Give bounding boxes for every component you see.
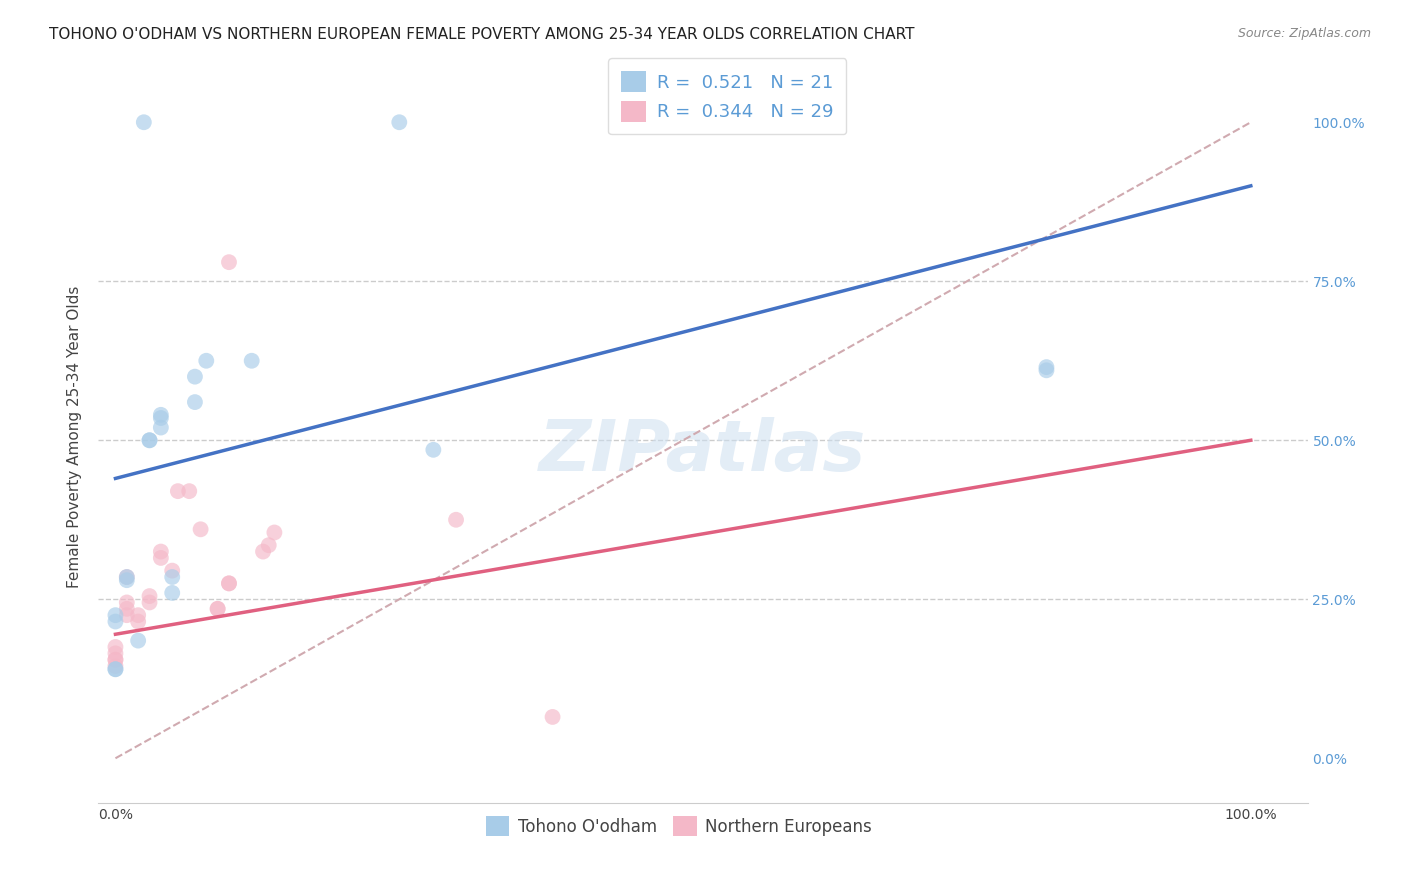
Point — [138, 589, 160, 603]
Point — [160, 586, 183, 600]
Point — [104, 653, 127, 667]
Point — [104, 608, 127, 623]
Point — [240, 353, 263, 368]
Point — [252, 544, 274, 558]
Point — [160, 570, 183, 584]
Point — [167, 484, 190, 499]
Point — [184, 369, 207, 384]
Point — [149, 550, 172, 565]
Point — [207, 602, 229, 616]
Legend: Tohono O'odham, Northern Europeans: Tohono O'odham, Northern Europeans — [475, 806, 882, 846]
Point — [149, 411, 172, 425]
Point — [104, 662, 127, 676]
Point — [132, 115, 155, 129]
Point — [388, 115, 411, 129]
Point — [218, 255, 240, 269]
Point — [127, 608, 149, 623]
Point — [195, 353, 218, 368]
Point — [104, 659, 127, 673]
Y-axis label: Female Poverty Among 25-34 Year Olds: Female Poverty Among 25-34 Year Olds — [67, 286, 83, 588]
Point — [104, 653, 127, 667]
Text: Source: ZipAtlas.com: Source: ZipAtlas.com — [1237, 27, 1371, 40]
Point — [138, 595, 160, 609]
Point — [257, 538, 280, 552]
Point — [127, 633, 149, 648]
Point — [115, 602, 138, 616]
Point — [190, 522, 212, 536]
Point — [422, 442, 444, 457]
Point — [263, 525, 285, 540]
Text: ZIPatlas: ZIPatlas — [540, 417, 866, 486]
Point — [138, 434, 160, 448]
Point — [207, 602, 229, 616]
Point — [160, 564, 183, 578]
Point — [1035, 363, 1057, 377]
Point — [115, 595, 138, 609]
Point — [115, 570, 138, 584]
Point — [138, 434, 160, 448]
Point — [104, 640, 127, 654]
Point — [115, 570, 138, 584]
Point — [1035, 360, 1057, 375]
Point — [444, 513, 467, 527]
Point — [218, 576, 240, 591]
Text: TOHONO O'ODHAM VS NORTHERN EUROPEAN FEMALE POVERTY AMONG 25-34 YEAR OLDS CORRELA: TOHONO O'ODHAM VS NORTHERN EUROPEAN FEMA… — [49, 27, 915, 42]
Point — [179, 484, 201, 499]
Point — [115, 573, 138, 587]
Point — [104, 662, 127, 676]
Point — [104, 646, 127, 660]
Point — [149, 408, 172, 422]
Point — [541, 710, 564, 724]
Point — [115, 608, 138, 623]
Point — [127, 615, 149, 629]
Point — [149, 420, 172, 434]
Point — [149, 544, 172, 558]
Point — [218, 576, 240, 591]
Point — [184, 395, 207, 409]
Point — [104, 615, 127, 629]
